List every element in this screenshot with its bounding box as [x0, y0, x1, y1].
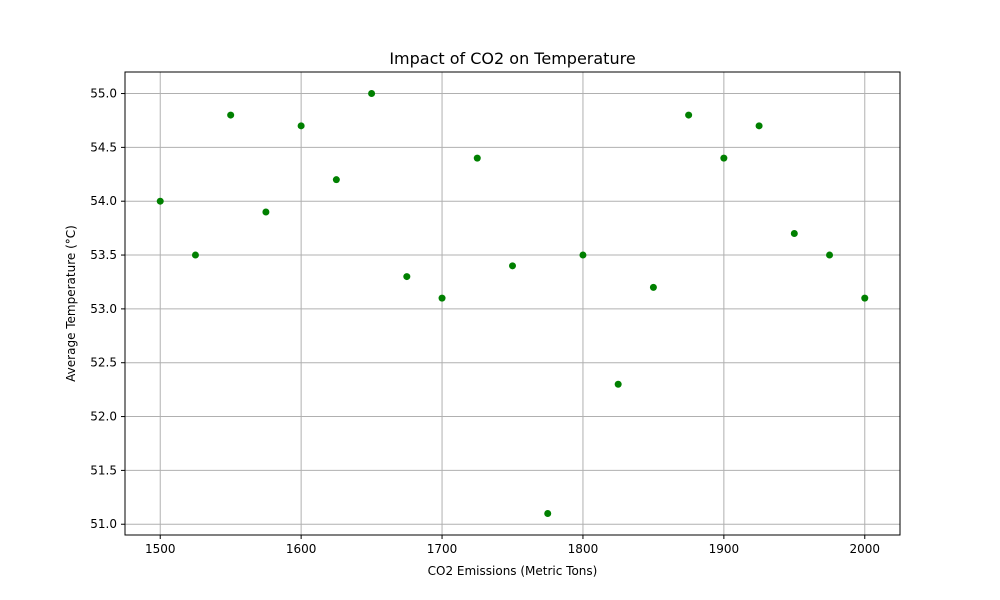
- grid-lines: [125, 72, 900, 535]
- y-tick-label: 53.0: [90, 302, 117, 316]
- data-point: [544, 509, 552, 517]
- data-point: [649, 283, 657, 291]
- y-tick-label: 52.5: [90, 356, 117, 370]
- data-point: [579, 251, 587, 259]
- data-point: [262, 208, 270, 216]
- x-tick-label: 1600: [286, 542, 317, 556]
- x-tick-label: 1900: [709, 542, 740, 556]
- data-point: [368, 90, 376, 98]
- data-point: [685, 111, 693, 119]
- y-tick-label: 54.5: [90, 140, 117, 154]
- y-axis-ticks: 51.0 51.5 52.0 52.5 53.0 53.5 54.0 54.5 55.0: [90, 87, 125, 531]
- y-tick-label: 51.0: [90, 517, 117, 531]
- x-tick-label: 1500: [145, 542, 176, 556]
- x-axis-label: CO2 Emissions (Metric Tons): [428, 564, 598, 578]
- y-tick-label: 55.0: [90, 87, 117, 101]
- x-axis-ticks: 1500 1600 1700 1800 1900 2000: [145, 535, 880, 556]
- x-tick-label: 1800: [568, 542, 599, 556]
- plot-area-frame: [124, 71, 901, 536]
- y-tick-label: 52.0: [90, 410, 117, 424]
- data-point: [191, 251, 199, 259]
- y-axis-label: Average Temperature (°C): [64, 225, 78, 382]
- data-point: [403, 273, 411, 281]
- data-point: [790, 230, 798, 238]
- x-tick-label: 2000: [849, 542, 880, 556]
- data-points: [156, 90, 869, 517]
- data-point: [861, 294, 869, 302]
- data-point: [509, 262, 516, 270]
- y-tick-label: 54.0: [90, 194, 117, 208]
- chart-title: Impact of CO2 on Temperature: [389, 49, 635, 68]
- y-tick-label: 53.5: [90, 248, 117, 262]
- data-point: [473, 154, 481, 162]
- data-point: [438, 294, 446, 302]
- data-point: [156, 197, 164, 205]
- data-point: [297, 122, 305, 130]
- data-point: [614, 380, 622, 388]
- data-point: [826, 251, 834, 259]
- data-point: [755, 122, 763, 130]
- x-tick-label: 1700: [427, 542, 458, 556]
- data-point: [227, 111, 235, 119]
- y-tick-label: 51.5: [90, 463, 117, 477]
- data-point: [720, 154, 728, 162]
- data-point: [332, 176, 340, 184]
